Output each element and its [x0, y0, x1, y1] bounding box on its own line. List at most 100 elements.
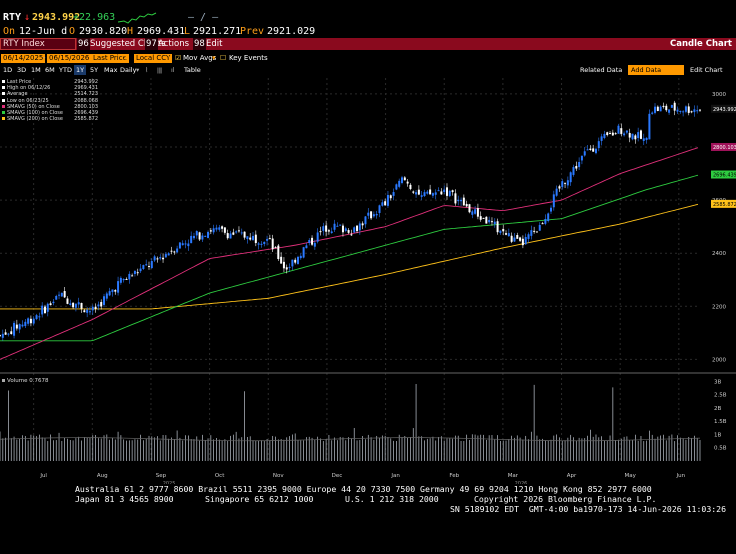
candle-body [215, 227, 218, 230]
chart-title: Candle Chart [669, 39, 732, 49]
edit-button[interactable]: Edit [206, 39, 223, 49]
footer-phones: Australia 61 2 9777 8600 Brazil 5511 239… [75, 484, 652, 494]
period-6m[interactable]: 6M [45, 66, 55, 74]
candle-body [589, 148, 592, 150]
candle-body [142, 265, 145, 270]
candle-body [656, 106, 659, 111]
bar-chart-icon[interactable]: ıl [171, 66, 175, 74]
chevron-down-icon[interactable]: ▾ [168, 54, 172, 62]
candle-body [696, 110, 699, 112]
candle-body [364, 216, 367, 225]
related-data-button[interactable]: Related Data [580, 66, 623, 74]
candle-body [111, 289, 114, 293]
field-select[interactable]: Last Price [91, 54, 129, 63]
chart-legend: Last Price 2943.992 High on 06/12/26 2969.… [2, 79, 98, 122]
candle-body [699, 109, 701, 111]
candle-body [209, 230, 212, 232]
candle-body [97, 304, 100, 307]
candle-body [403, 177, 406, 181]
candle-body [426, 191, 429, 194]
candle-body [128, 273, 131, 280]
candle-body [341, 225, 344, 233]
candle-body [434, 192, 437, 195]
candle-body [690, 111, 693, 113]
candle-body [555, 188, 558, 196]
price-chart[interactable]: 3000280026002400220020002943.9922800.103… [0, 76, 736, 484]
candle-body [207, 231, 210, 238]
candle-body [468, 204, 471, 213]
candle-body [505, 233, 508, 235]
line-chart-icon[interactable]: ⌇ [145, 66, 149, 74]
legend-value: 2514.723 [74, 91, 98, 98]
candle-body [474, 209, 477, 214]
legend-swatch [2, 92, 5, 96]
month-label: Mar [508, 473, 519, 479]
candle-body [198, 232, 201, 240]
candle-body [423, 192, 426, 196]
menu-number-97: 97 [145, 38, 158, 50]
candle-body [192, 235, 195, 239]
candle-body [4, 332, 7, 335]
candle-body [226, 233, 229, 239]
mov-avgs-checkbox-icon[interactable]: ☑ [175, 54, 182, 62]
candle-body [648, 113, 651, 140]
candle-body [510, 235, 513, 242]
candle-body [569, 172, 572, 183]
candle-body [682, 111, 685, 113]
chevron-down-icon[interactable]: ▾ [124, 54, 128, 62]
candle-body [24, 321, 27, 327]
candle-body [339, 224, 342, 226]
currency-select[interactable]: Local CCY [134, 54, 173, 63]
end-date-field[interactable]: 06/15/2026 [47, 54, 92, 63]
candle-body [634, 135, 637, 140]
suggested-charts-button[interactable]: Suggested Charts [90, 39, 166, 49]
candle-chart-icon[interactable]: ǀǁ [157, 66, 163, 74]
chevron-down-icon[interactable]: ▾ [212, 54, 216, 62]
period-1m[interactable]: 1M [31, 66, 41, 74]
footer-session: SN 5189102 EDT GMT-4:00 ba1970-173 14-Ju… [450, 504, 727, 514]
candle-body [204, 235, 207, 237]
candle-body [519, 237, 522, 241]
candle-body [361, 223, 364, 226]
period-ytd[interactable]: YTD [59, 66, 72, 74]
candle-body [235, 231, 238, 233]
edit-chart-button[interactable]: Edit Chart [690, 66, 723, 74]
candle-body [679, 110, 682, 112]
candle-body [367, 212, 370, 216]
table-button[interactable]: Table [184, 66, 201, 74]
candle-body [583, 151, 586, 156]
add-data-button[interactable]: Add Data [628, 65, 684, 75]
candle-body [642, 138, 645, 141]
mov-avgs-label[interactable]: Mov Avgs [183, 54, 217, 62]
price-axis: 3000280026002400220020002943.9922800.103… [711, 92, 736, 363]
period-5y[interactable]: 5Y [90, 66, 99, 74]
candle-body [13, 322, 16, 336]
security-field[interactable]: RTY Index [0, 38, 76, 50]
candle-body [384, 201, 387, 206]
period-1y[interactable]: 1Y [74, 65, 87, 75]
low-value: 2921.271 [193, 26, 242, 37]
candle-body [552, 194, 555, 208]
candle-body [544, 218, 547, 224]
chevron-down-icon[interactable]: ▾ [136, 66, 140, 74]
footer-us: U.S. 1 212 318 2000 [345, 494, 439, 504]
legend-label: SMAVG (200) on Close [7, 116, 63, 123]
legend-value: 2943.992 [74, 79, 98, 85]
candle-body [274, 247, 277, 249]
date-separator: - [43, 54, 46, 62]
candle-body [181, 243, 184, 246]
candle-body [313, 242, 316, 247]
candle-body [398, 180, 401, 187]
actions-button[interactable]: Actions [158, 39, 190, 49]
key-events-checkbox-icon[interactable]: ☐ [220, 54, 227, 62]
frequency-select[interactable]: Daily [120, 66, 137, 74]
candle-body [55, 295, 58, 300]
start-date-field[interactable]: 06/14/2025 [1, 54, 46, 63]
period-3d[interactable]: 3D [17, 66, 27, 74]
key-events-label[interactable]: Key Events [229, 54, 268, 62]
candle-body [201, 235, 204, 240]
period-max[interactable]: Max [104, 66, 118, 74]
period-1d[interactable]: 1D [3, 66, 13, 74]
candle-body [372, 214, 375, 217]
candle-body [237, 230, 240, 232]
